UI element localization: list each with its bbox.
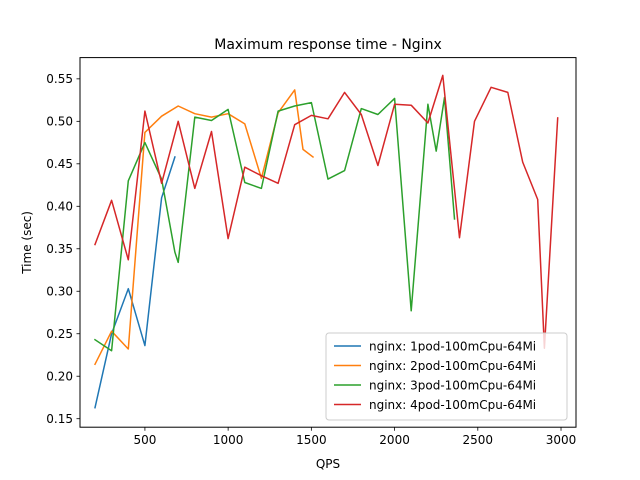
y-tick-label: 0.20 — [46, 369, 73, 383]
legend-box — [325, 332, 568, 421]
y-tick-label: 0.55 — [46, 72, 73, 86]
series-line-4 — [94, 74, 559, 349]
y-axis-label: Time (sec) — [20, 211, 34, 275]
y-tick-label: 0.15 — [46, 412, 73, 426]
y-tick-label: 0.45 — [46, 157, 73, 171]
legend-label: nginx: 4pod-100mCpu-64Mi — [369, 398, 536, 412]
legend-label: nginx: 2pod-100mCpu-64Mi — [369, 359, 536, 373]
y-tick-label: 0.25 — [46, 327, 73, 341]
legend-label: nginx: 1pod-100mCpu-64Mi — [369, 339, 536, 353]
plot-frame — [79, 57, 577, 428]
y-tick-label: 0.30 — [46, 284, 73, 298]
x-tick-label: 2500 — [463, 433, 494, 447]
series-line-3 — [93, 96, 456, 352]
plot-area — [93, 74, 559, 409]
x-tick-label: 3000 — [546, 433, 577, 447]
y-tick-label: 0.40 — [46, 199, 73, 213]
axis-ticks: 500 1000 1500 2000 2500 3000 0.15 0.20 0.25 0.30 0… — [46, 72, 576, 447]
y-tick-label: 0.50 — [46, 115, 73, 129]
x-tick-label: 500 — [133, 433, 156, 447]
x-tick-label: 2000 — [379, 433, 410, 447]
series-line-2 — [93, 89, 315, 366]
x-axis-label: QPS — [316, 457, 340, 471]
legend-label: nginx: 3pod-100mCpu-64Mi — [369, 378, 536, 392]
x-tick-label: 1500 — [296, 433, 327, 447]
legend: nginx: 1pod-100mCpu-64Mi nginx: 2pod-100m… — [325, 332, 568, 421]
chart-title: Maximum response time - Nginx — [214, 37, 441, 53]
y-tick-label: 0.35 — [46, 242, 73, 256]
x-tick-label: 1000 — [213, 433, 244, 447]
